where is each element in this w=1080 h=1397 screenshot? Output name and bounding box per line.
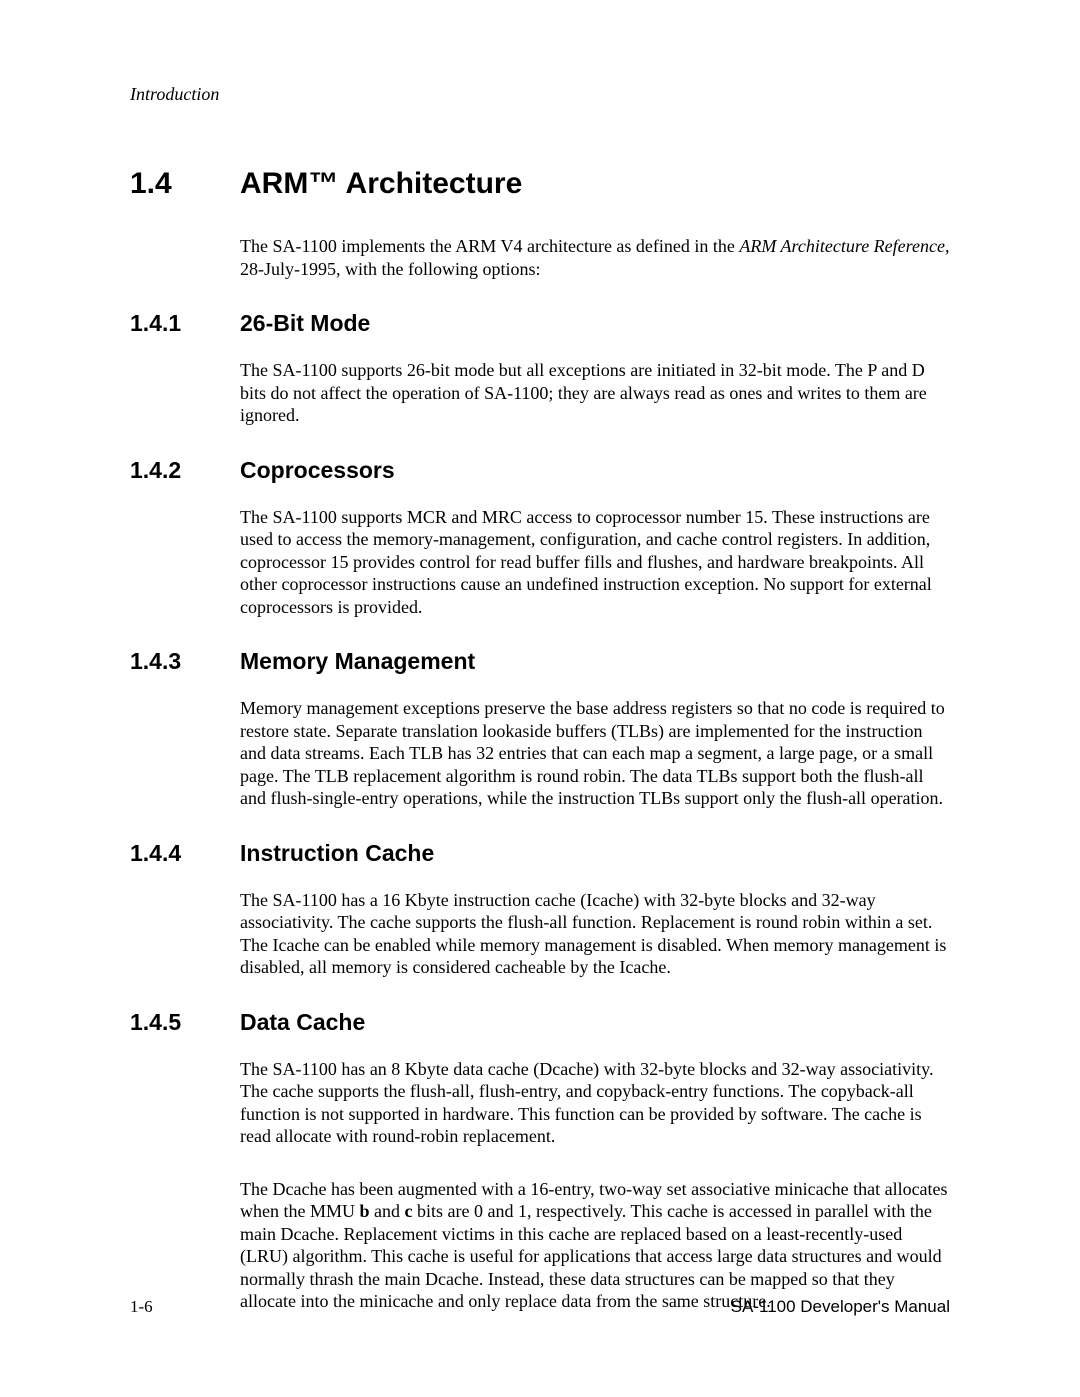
section-heading-1-4: 1.4 ARM™ Architecture [130, 167, 950, 201]
subsection-heading-1-4-3: 1.4.3 Memory Management [130, 648, 950, 675]
intro-paragraph: The SA-1100 implements the ARM V4 archit… [240, 235, 950, 280]
subsection-heading-1-4-4: 1.4.4 Instruction Cache [130, 840, 950, 867]
subsection-heading-1-4-1: 1.4.1 26-Bit Mode [130, 310, 950, 337]
heading-number: 1.4.1 [130, 310, 240, 337]
heading-title: Memory Management [240, 648, 475, 675]
heading-title: ARM™ Architecture [240, 167, 522, 201]
body-paragraph: The SA-1100 supports 26-bit mode but all… [240, 359, 950, 427]
heading-number: 1.4.3 [130, 648, 240, 675]
subsection-heading-1-4-5: 1.4.5 Data Cache [130, 1009, 950, 1036]
heading-number: 1.4.5 [130, 1009, 240, 1036]
heading-title: Coprocessors [240, 457, 395, 484]
heading-number: 1.4.2 [130, 457, 240, 484]
heading-title: 26-Bit Mode [240, 310, 370, 337]
intro-text-italic: ARM Architecture Reference [739, 236, 945, 256]
text-run: and [370, 1201, 405, 1221]
intro-text-pre: The SA-1100 implements the ARM V4 archit… [240, 236, 739, 256]
heading-number: 1.4 [130, 167, 240, 201]
heading-number: 1.4.4 [130, 840, 240, 867]
body-paragraph: The SA-1100 supports MCR and MRC access … [240, 506, 950, 619]
body-paragraph: The SA-1100 has an 8 Kbyte data cache (D… [240, 1058, 950, 1148]
running-head: Introduction [130, 84, 950, 105]
bold-text: c [405, 1201, 413, 1221]
body-paragraph: Memory management exceptions preserve th… [240, 697, 950, 810]
body-paragraph: The SA-1100 has a 16 Kbyte instruction c… [240, 889, 950, 979]
heading-title: Data Cache [240, 1009, 365, 1036]
page-content: Introduction 1.4 ARM™ Architecture The S… [0, 0, 1080, 1313]
body-paragraph: The Dcache has been augmented with a 16-… [240, 1178, 950, 1313]
subsection-heading-1-4-2: 1.4.2 Coprocessors [130, 457, 950, 484]
footer-page-number: 1-6 [130, 1297, 153, 1317]
footer-manual-title: SA-1100 Developer's Manual [731, 1297, 950, 1317]
page-footer: 1-6 SA-1100 Developer's Manual [130, 1297, 950, 1317]
heading-title: Instruction Cache [240, 840, 434, 867]
bold-text: b [360, 1201, 370, 1221]
